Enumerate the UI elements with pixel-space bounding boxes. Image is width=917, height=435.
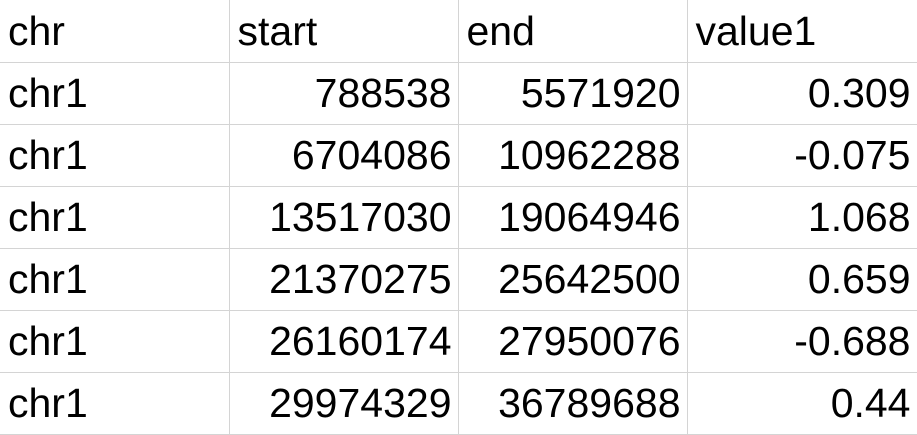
cell-end[interactable]: 19064946 [458,186,688,249]
cell-start[interactable]: 6704086 [229,124,459,187]
header-cell-chr[interactable]: chr [0,0,230,63]
cell-end[interactable]: 5571920 [458,62,688,125]
cell-chr[interactable]: chr1 [0,124,230,187]
cell-start[interactable]: 13517030 [229,186,459,249]
header-row: chr start end value1 [0,0,917,63]
table-row: chr1 788538 5571920 0.309 [0,62,917,125]
cell-chr[interactable]: chr1 [0,248,230,311]
cell-value1[interactable]: 0.309 [687,62,917,125]
cell-chr[interactable]: chr1 [0,62,230,125]
header-cell-start[interactable]: start [229,0,459,63]
table-row: chr1 21370275 25642500 0.659 [0,248,917,311]
header-cell-value1[interactable]: value1 [687,0,917,63]
cell-start[interactable]: 26160174 [229,310,459,373]
cell-value1[interactable]: 0.659 [687,248,917,311]
cell-chr[interactable]: chr1 [0,310,230,373]
cell-chr[interactable]: chr1 [0,372,230,435]
table-row: chr1 13517030 19064946 1.068 [0,186,917,249]
cell-value1[interactable]: -0.075 [687,124,917,187]
cell-end[interactable]: 25642500 [458,248,688,311]
table-row: chr1 6704086 10962288 -0.075 [0,124,917,187]
cell-start[interactable]: 788538 [229,62,459,125]
cell-value1[interactable]: -0.688 [687,310,917,373]
table-row: chr1 26160174 27950076 -0.688 [0,310,917,373]
cell-start[interactable]: 21370275 [229,248,459,311]
cell-end[interactable]: 27950076 [458,310,688,373]
cell-chr[interactable]: chr1 [0,186,230,249]
cell-start[interactable]: 29974329 [229,372,459,435]
table-row: chr1 29974329 36789688 0.44 [0,372,917,435]
cell-value1[interactable]: 0.44 [687,372,917,435]
cell-value1[interactable]: 1.068 [687,186,917,249]
cell-end[interactable]: 36789688 [458,372,688,435]
header-cell-end[interactable]: end [458,0,688,63]
cell-end[interactable]: 10962288 [458,124,688,187]
